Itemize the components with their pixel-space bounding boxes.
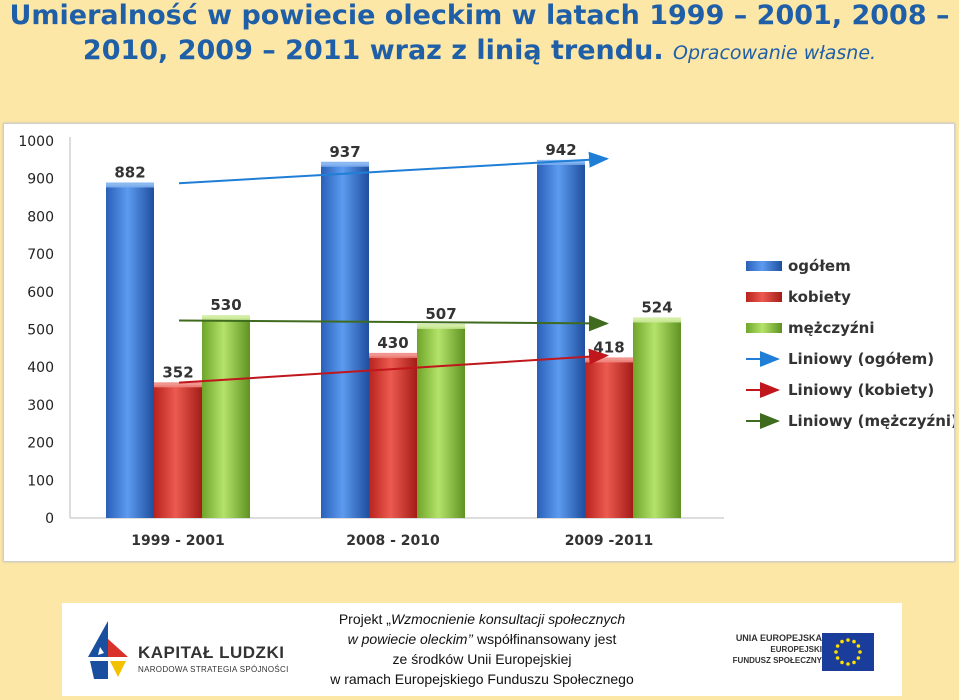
footer-banner: KAPITAŁ LUDZKI NARODOWA STRATEGIA SPÓJNO…: [62, 603, 902, 696]
eu-star-icon: [834, 650, 838, 654]
legend-label: mężczyźni: [788, 319, 874, 337]
title-subtitle: Opracowanie własne.: [672, 42, 877, 65]
kapital-ludzki-logo: KAPITAŁ LUDZKI NARODOWA STRATEGIA SPÓJNO…: [78, 613, 308, 685]
chart-panel: 0 100 200 300 400 500 600 700 800 900 1000 1999 - …: [3, 123, 958, 562]
project-line-1-prefix: Projekt „: [338, 611, 391, 627]
bar-top: [321, 161, 369, 167]
ue-logo-text: UNIA EUROPEJSKA EUROPEJSKI FUNDUSZ SPOŁE…: [702, 633, 822, 666]
y-tick-label: 900: [27, 172, 54, 188]
data-label: 352: [162, 363, 193, 381]
eu-star-icon: [858, 650, 862, 654]
title-line-2-text: 2010, 2009 – 2011 wraz z linią trendu.: [82, 35, 664, 67]
eu-star-icon: [835, 656, 840, 660]
project-line-2-italic: w powiecie oleckim’’: [347, 631, 474, 647]
eu-stars-icon: [834, 638, 862, 666]
eu-star-icon: [840, 660, 844, 665]
bar: [106, 185, 154, 518]
data-label: 530: [210, 296, 241, 314]
legend-label: Liniowy (kobiety): [788, 381, 934, 399]
bar: [154, 385, 202, 518]
bar-chart: 0 100 200 300 400 500 600 700 800 900 1000 1999 - …: [18, 134, 958, 549]
trend-line: [178, 348, 609, 384]
y-tick-label: 100: [27, 473, 54, 489]
eu-star-icon: [852, 639, 856, 644]
eu-star-icon: [846, 662, 850, 666]
data-label: 418: [593, 338, 624, 356]
bar-top: [417, 323, 465, 329]
eu-star-icon: [835, 644, 840, 648]
eu-flag-icon: [822, 633, 874, 671]
bar: [321, 164, 369, 518]
bar: [417, 326, 465, 518]
title-line-1: Umieralność w powiecie oleckim w latach …: [9, 0, 950, 31]
y-tick-label: 0: [45, 511, 54, 527]
project-line-4: w ramach Europejskiego Funduszu Społeczn…: [330, 671, 634, 687]
y-tick-label: 600: [27, 285, 54, 301]
ue-line-1: UNIA EUROPEJSKA: [735, 633, 822, 643]
data-label: 507: [425, 305, 456, 323]
y-tick-label: 400: [27, 360, 54, 376]
eu-star-icon: [856, 644, 861, 648]
y-tick-label: 700: [27, 247, 54, 263]
legend-label: Liniowy (mężczyźni): [788, 412, 954, 430]
data-label: 430: [377, 334, 408, 352]
data-label: 942: [545, 141, 576, 159]
bar: [202, 318, 250, 518]
x-tick-label: 2009 -2011: [565, 533, 654, 549]
trend-line: [178, 151, 609, 185]
data-label: 882: [114, 163, 145, 181]
eu-star-icon: [846, 638, 850, 642]
legend-swatch: [746, 261, 782, 271]
legend-swatch: [746, 292, 782, 302]
x-tick-label: 2008 - 2010: [346, 533, 440, 549]
bar: [633, 320, 681, 518]
bar-top: [369, 352, 417, 358]
project-info: Projekt „Wzmocnienie konsultacji społecz…: [302, 609, 662, 689]
eu-star-icon: [852, 660, 856, 665]
bar: [369, 355, 417, 518]
project-line-2: w powiecie oleckim’’ współfinansowany je…: [302, 629, 662, 649]
y-tick-label: 300: [27, 398, 54, 414]
y-tick-label: 1000: [18, 134, 54, 150]
eu-star-icon: [856, 656, 861, 660]
data-label: 524: [641, 298, 672, 316]
project-line-3: ze środków Unii Europejskiej: [392, 651, 572, 667]
bar-top: [106, 182, 154, 188]
bar: [537, 162, 585, 518]
bar-top: [585, 357, 633, 363]
y-tick-label: 800: [27, 209, 54, 225]
legend-label: ogółem: [788, 257, 851, 275]
ue-line-3: FUNDUSZ SPOŁECZNY: [732, 656, 822, 665]
bar-top: [154, 382, 202, 388]
project-line-1-italic: Wzmocnienie konsultacji społecznych: [390, 611, 626, 627]
kapital-ludzki-title: KAPITAŁ LUDZKI: [138, 643, 285, 662]
y-tick-label: 500: [27, 323, 54, 339]
eu-star-icon: [840, 639, 844, 644]
legend-swatch: [746, 323, 782, 333]
legend-label: kobiety: [788, 288, 851, 306]
y-tick-label: 200: [27, 436, 54, 452]
x-tick-label: 1999 - 2001: [131, 533, 225, 549]
bar-top: [633, 317, 681, 323]
project-line-1: Projekt „Wzmocnienie konsultacji społecz…: [302, 609, 662, 629]
legend-label: Liniowy (ogółem): [788, 350, 934, 368]
kapital-ludzki-emblem-icon: [88, 621, 128, 679]
project-line-2-rest: współfinansowany jest: [473, 631, 617, 647]
bar-top: [537, 159, 585, 165]
title-line-2: 2010, 2009 – 2011 wraz z linią trendu. O…: [0, 35, 959, 66]
kapital-ludzki-subtitle: NARODOWA STRATEGIA SPÓJNOŚCI: [138, 665, 289, 674]
bar: [585, 360, 633, 518]
trend-line: [178, 315, 609, 332]
ue-line-2: EUROPEJSKI: [770, 645, 822, 654]
slide-title: Umieralność w powiecie oleckim w latach …: [0, 0, 959, 66]
bar-top: [202, 315, 250, 321]
data-label: 937: [329, 143, 360, 161]
